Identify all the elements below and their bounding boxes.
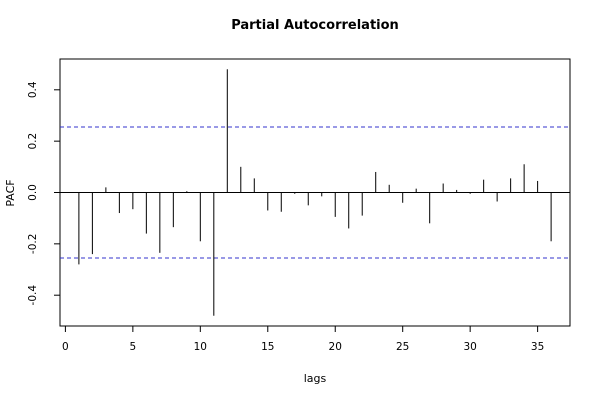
x-tick-label: 5 [130,341,137,353]
x-tick-label: 30 [463,341,476,353]
confidence-bounds [60,126,570,259]
y-tick-label: 0.0 [27,184,39,201]
x-tick-label: 25 [396,341,409,353]
y-axis: -0.4 -0.2 0.0 0.2 0.4 [27,81,61,306]
y-axis-label: PACF [4,179,17,206]
y-tick-label: -0.4 [27,285,39,306]
x-axis: 0 5 10 15 20 25 30 35 [62,325,544,353]
y-tick-label: 0.4 [27,81,39,98]
y-tick-label: 0.2 [27,133,39,150]
x-tick-label: 20 [329,341,342,353]
chart-title: Partial Autocorrelation [231,18,399,33]
y-tick-label: -0.2 [27,234,39,255]
x-tick-label: 15 [261,341,274,353]
x-axis-label: lags [304,372,327,385]
pacf-bars [78,69,552,316]
x-tick-label: 35 [531,341,544,353]
x-tick-label: 10 [194,341,207,353]
x-tick-label: 0 [62,341,69,353]
